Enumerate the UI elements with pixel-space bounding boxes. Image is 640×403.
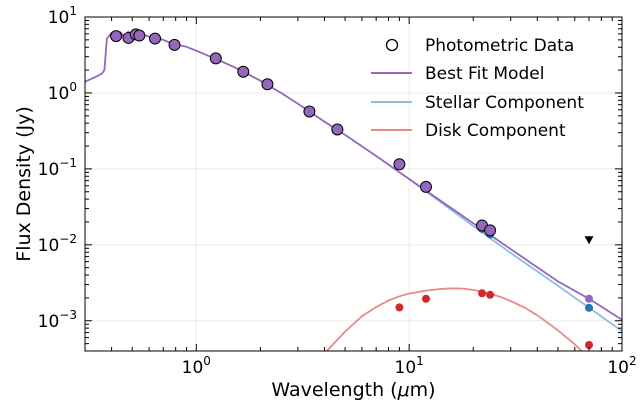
best-fit-model-point — [585, 294, 594, 303]
y-tick-label: 100 — [48, 80, 77, 104]
legend-photometric-label: Photometric Data — [425, 36, 574, 56]
y-axis-label: Flux Density (Jy) — [13, 106, 35, 261]
legend-best-fit-label: Best Fit Model — [425, 64, 544, 84]
legend-stellar-label: Stellar Component — [425, 93, 584, 113]
x-axis-label: Wavelength (μm) — [271, 379, 435, 401]
x-tick-label: 100 — [182, 354, 211, 378]
stellar-model-point — [585, 303, 594, 312]
upper-limit-marker — [584, 236, 594, 245]
photometric-data-point — [168, 38, 181, 51]
disk-model-point — [422, 294, 431, 303]
photometric-data-point — [261, 78, 274, 91]
y-tick-label: 10−3 — [38, 308, 77, 332]
stellar-component-line — [408, 178, 622, 332]
photometric-data-point — [484, 224, 497, 237]
data-points — [110, 28, 594, 349]
photometric-data-point — [420, 180, 433, 193]
y-tick-label: 10−2 — [38, 232, 77, 256]
photometric-data-point — [149, 32, 162, 45]
disk-model-point — [486, 290, 495, 299]
axis-ticks: 100 101 102 10−3 10−2 10−1 100 101 — [38, 4, 637, 378]
legend-photometric-marker — [385, 38, 399, 52]
disk-model-point — [478, 289, 487, 298]
y-tick-label: 10−1 — [38, 156, 77, 180]
photometric-data-point — [303, 105, 316, 118]
x-tick-label: 102 — [607, 354, 636, 378]
photometric-data-point — [331, 123, 344, 136]
x-tick-label: 101 — [395, 354, 424, 378]
photometric-data-point — [393, 158, 406, 171]
disk-model-point — [585, 340, 594, 349]
disk-component-line — [326, 287, 583, 351]
photometric-data-point — [110, 30, 123, 43]
legend: Photometric Data Best Fit Model Stellar … — [371, 36, 584, 141]
disk-model-point — [395, 303, 404, 312]
photometric-data-point — [237, 65, 250, 78]
plot-frame — [84, 16, 623, 352]
photometric-data-point — [133, 29, 146, 42]
legend-disk-label: Disk Component — [425, 121, 566, 141]
y-tick-label: 101 — [48, 4, 77, 28]
photometric-data-point — [209, 52, 222, 65]
